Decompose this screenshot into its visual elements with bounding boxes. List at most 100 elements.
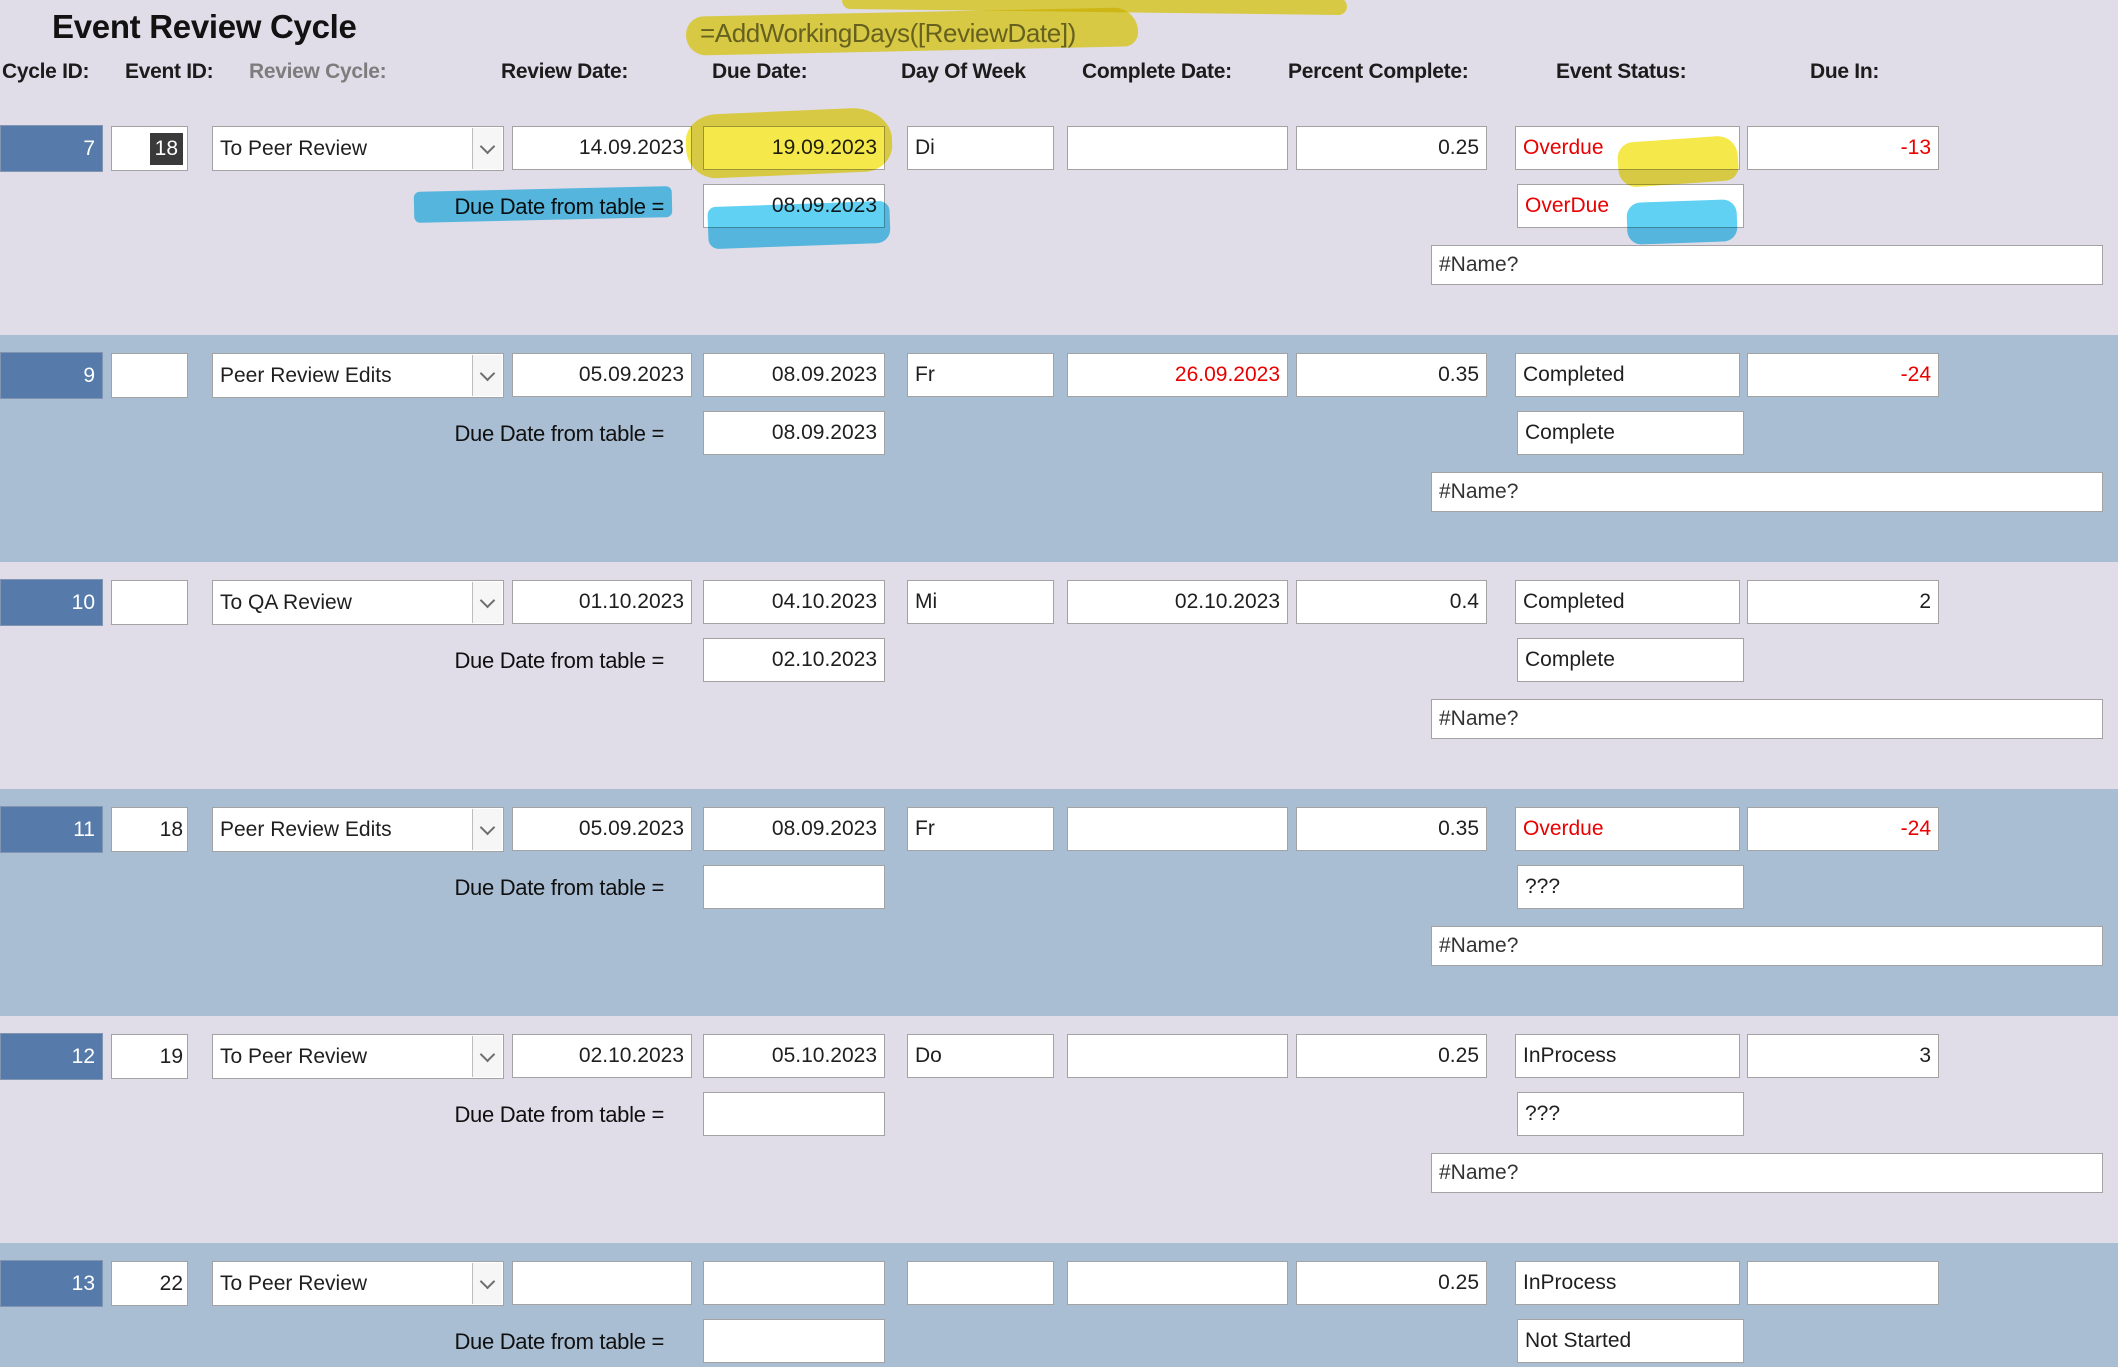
status-secondary-field[interactable]: Complete [1517, 411, 1744, 455]
due-date-from-table-label: Due Date from table = [454, 1329, 664, 1354]
review-cycle-value: To Peer Review [220, 1044, 368, 1068]
status-secondary-field[interactable]: ??? [1517, 865, 1744, 909]
day-of-week-field[interactable] [907, 1261, 1054, 1305]
event-status-field[interactable]: Overdue [1515, 126, 1740, 170]
review-date-field[interactable]: 02.10.2023 [512, 1034, 692, 1078]
cycle-id-record-selector[interactable]: 9 [0, 352, 103, 399]
day-of-week-field[interactable]: Mi [907, 580, 1054, 624]
complete-date-field[interactable] [1067, 807, 1288, 851]
review-date-field[interactable]: 05.09.2023 [512, 353, 692, 397]
name-error-field[interactable]: #Name? [1431, 926, 2103, 966]
combo-dropdown-button[interactable] [472, 1263, 502, 1304]
review-cycle-value: To QA Review [220, 590, 352, 614]
due-date-from-table-field[interactable] [703, 865, 885, 909]
due-date-field[interactable]: 05.10.2023 [703, 1034, 885, 1078]
event-id-value: 19 [159, 1044, 183, 1068]
due-date-from-table-field[interactable]: 02.10.2023 [703, 638, 885, 682]
name-error-field[interactable]: #Name? [1431, 472, 2103, 512]
event-id-value: 18 [159, 817, 183, 841]
event-id-field[interactable] [111, 580, 188, 625]
due-date-field[interactable]: 04.10.2023 [703, 580, 885, 624]
cycle-id-record-selector[interactable]: 12 [0, 1033, 103, 1080]
complete-date-field[interactable] [1067, 1034, 1288, 1078]
review-date-field[interactable] [512, 1261, 692, 1305]
record-row: 7 18 To Peer Review 14.09.2023 19.09.202… [0, 106, 2118, 335]
combo-dropdown-button[interactable] [472, 1036, 502, 1077]
due-in-field[interactable]: 3 [1747, 1034, 1939, 1078]
combo-dropdown-button[interactable] [472, 355, 502, 396]
percent-complete-field[interactable]: 0.35 [1296, 353, 1487, 397]
due-date-from-table-field[interactable] [703, 1092, 885, 1136]
cycle-id-record-selector[interactable]: 7 [0, 125, 103, 172]
event-status-field[interactable]: Completed [1515, 353, 1740, 397]
due-in-field[interactable]: -24 [1747, 353, 1939, 397]
cycle-id-record-selector[interactable]: 10 [0, 579, 103, 626]
chevron-down-icon [479, 1273, 496, 1289]
event-id-field[interactable] [111, 353, 188, 398]
status-secondary-field[interactable]: OverDue [1517, 184, 1744, 228]
due-date-from-table-label: Due Date from table = [454, 421, 664, 446]
cycle-id-record-selector[interactable]: 13 [0, 1260, 103, 1307]
day-of-week-field[interactable]: Fr [907, 807, 1054, 851]
event-id-field[interactable]: 19 [111, 1034, 188, 1079]
status-secondary-field[interactable]: ??? [1517, 1092, 1744, 1136]
due-date-from-table-field[interactable]: 08.09.2023 [703, 411, 885, 455]
day-of-week-field[interactable]: Di [907, 126, 1054, 170]
review-cycle-combo[interactable]: To Peer Review [212, 1034, 504, 1079]
name-error-field[interactable]: #Name? [1431, 1153, 2103, 1193]
event-id-value: 22 [159, 1271, 183, 1295]
complete-date-field[interactable] [1067, 126, 1288, 170]
event-id-field[interactable]: 18 [111, 126, 188, 171]
due-date-from-table-label: Due Date from table = [454, 194, 664, 219]
formula-text: =AddWorkingDays([ReviewDate]) [700, 18, 1076, 48]
percent-complete-field[interactable]: 0.25 [1296, 1261, 1487, 1305]
complete-date-field[interactable]: 26.09.2023 [1067, 353, 1288, 397]
status-secondary-field[interactable]: Not Started [1517, 1319, 1744, 1363]
percent-complete-field[interactable]: 0.25 [1296, 1034, 1487, 1078]
event-status-field[interactable]: Overdue [1515, 807, 1740, 851]
complete-date-field[interactable]: 02.10.2023 [1067, 580, 1288, 624]
event-id-field[interactable]: 22 [111, 1261, 188, 1306]
due-date-field[interactable] [703, 1261, 885, 1305]
due-in-field[interactable]: -13 [1747, 126, 1939, 170]
due-date-field[interactable]: 08.09.2023 [703, 353, 885, 397]
review-cycle-combo[interactable]: To QA Review [212, 580, 504, 625]
due-in-field[interactable]: 2 [1747, 580, 1939, 624]
record-row: 11 18 Peer Review Edits 05.09.2023 08.09… [0, 789, 2118, 1016]
event-status-field[interactable]: Completed [1515, 580, 1740, 624]
complete-date-field[interactable] [1067, 1261, 1288, 1305]
review-cycle-value: To Peer Review [220, 136, 368, 160]
percent-complete-field[interactable]: 0.4 [1296, 580, 1487, 624]
combo-dropdown-button[interactable] [472, 582, 502, 623]
due-date-from-table-field[interactable] [703, 1319, 885, 1363]
review-date-field[interactable]: 01.10.2023 [512, 580, 692, 624]
col-header-due-in: Due In: [1810, 60, 1880, 83]
col-header-review-date: Review Date: [501, 60, 629, 83]
status-secondary-field[interactable]: Complete [1517, 638, 1744, 682]
event-status-field[interactable]: InProcess [1515, 1261, 1740, 1305]
review-date-field[interactable]: 14.09.2023 [512, 126, 692, 170]
event-status-field[interactable]: InProcess [1515, 1034, 1740, 1078]
page-title: Event Review Cycle [52, 8, 357, 45]
percent-complete-field[interactable]: 0.35 [1296, 807, 1487, 851]
combo-dropdown-button[interactable] [472, 809, 502, 850]
cycle-id-record-selector[interactable]: 11 [0, 806, 103, 853]
day-of-week-field[interactable]: Do [907, 1034, 1054, 1078]
review-cycle-combo[interactable]: Peer Review Edits [212, 807, 504, 852]
review-cycle-combo[interactable]: Peer Review Edits [212, 353, 504, 398]
review-cycle-combo[interactable]: To Peer Review [212, 126, 504, 171]
combo-dropdown-button[interactable] [472, 128, 502, 169]
due-date-field[interactable]: 08.09.2023 [703, 807, 885, 851]
name-error-field[interactable]: #Name? [1431, 699, 2103, 739]
due-date-from-table-field[interactable]: 08.09.2023 [703, 184, 885, 228]
day-of-week-field[interactable]: Fr [907, 353, 1054, 397]
event-id-field[interactable]: 18 [111, 807, 188, 852]
due-in-field[interactable]: -24 [1747, 807, 1939, 851]
name-error-field[interactable]: #Name? [1431, 245, 2103, 285]
due-in-field[interactable] [1747, 1261, 1939, 1305]
review-date-field[interactable]: 05.09.2023 [512, 807, 692, 851]
review-cycle-combo[interactable]: To Peer Review [212, 1261, 504, 1306]
due-date-field[interactable]: 19.09.2023 [703, 126, 885, 170]
col-header-due-date: Due Date: [712, 60, 808, 83]
percent-complete-field[interactable]: 0.25 [1296, 126, 1487, 170]
